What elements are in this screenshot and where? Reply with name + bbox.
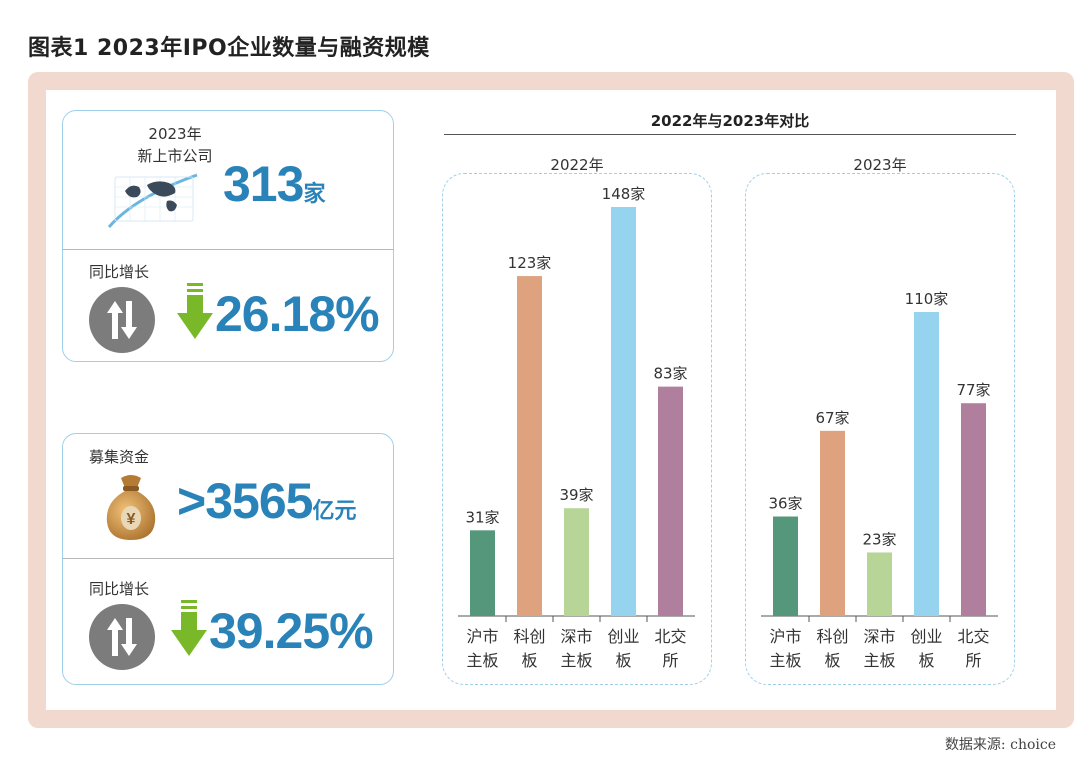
group-box-2022 bbox=[442, 173, 712, 685]
down-arrow-icon-2 bbox=[171, 600, 207, 656]
down-arrow-icon bbox=[177, 283, 213, 339]
funds-value: >3565亿元 bbox=[177, 473, 357, 529]
funds-card: 募集资金 ¥ >3565亿元 同比增长 39.25% bbox=[62, 433, 394, 685]
funds-yoy-value: 39.25% bbox=[209, 603, 374, 659]
companies-value: 313家 bbox=[223, 156, 326, 212]
funds-label: 募集资金 bbox=[89, 448, 150, 466]
companies-yoy-value: 26.18% bbox=[215, 286, 380, 342]
series-title-2023: 2023年 bbox=[853, 156, 907, 174]
series-title-2022: 2022年 bbox=[550, 156, 604, 174]
world-map-icon bbox=[107, 173, 198, 228]
companies-unit: 家 bbox=[303, 181, 326, 206]
card2-divider bbox=[63, 558, 393, 559]
companies-year-label: 2023年 bbox=[148, 125, 202, 143]
companies-desc-label: 新上市公司 bbox=[137, 147, 213, 165]
group-box-2023 bbox=[745, 173, 1015, 685]
chart-title-rule bbox=[444, 134, 1016, 135]
companies-card: 2023年 新上市公司 313家 同比增长 26.18 bbox=[62, 110, 394, 362]
source-note: 数据来源: choice bbox=[944, 737, 1056, 753]
updown-arrows-icon-2 bbox=[89, 604, 155, 670]
svg-text:¥: ¥ bbox=[127, 511, 136, 528]
chart-title: 2022年与2023年对比 bbox=[650, 112, 810, 130]
card1-divider bbox=[63, 249, 393, 250]
updown-arrows-icon bbox=[89, 287, 155, 353]
funds-unit: 亿元 bbox=[312, 498, 357, 523]
companies-yoy-label: 同比增长 bbox=[89, 263, 150, 281]
funds-yoy-label: 同比增长 bbox=[89, 580, 150, 598]
figure-title: 图表1 2023年IPO企业数量与融资规模 bbox=[28, 36, 430, 61]
money-bag-icon: ¥ bbox=[106, 475, 156, 540]
